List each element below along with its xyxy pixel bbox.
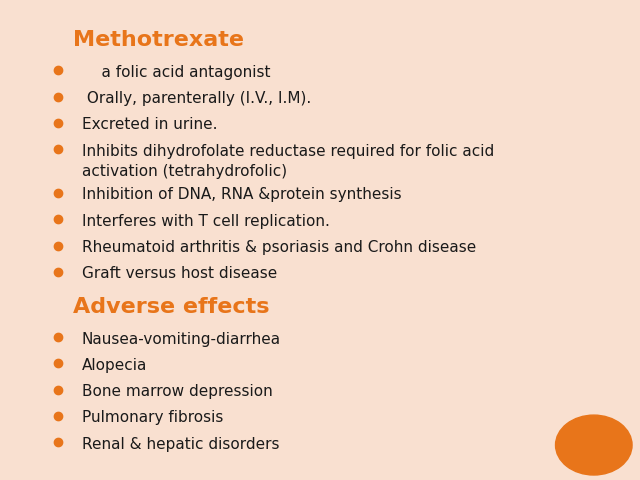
- Text: Graft versus host disease: Graft versus host disease: [81, 266, 276, 281]
- Text: Pulmonary fibrosis: Pulmonary fibrosis: [81, 410, 223, 425]
- Text: Bone marrow depression: Bone marrow depression: [81, 384, 272, 399]
- Text: Nausea-vomiting-diarrhea: Nausea-vomiting-diarrhea: [81, 332, 281, 347]
- Text: Adverse effects: Adverse effects: [73, 297, 269, 317]
- Text: Inhibits dihydrofolate reductase required for folic acid: Inhibits dihydrofolate reductase require…: [81, 144, 494, 159]
- Text: Orally, parenterally (I.V., I.M).: Orally, parenterally (I.V., I.M).: [81, 91, 311, 106]
- Text: Excreted in urine.: Excreted in urine.: [81, 118, 217, 132]
- Text: Rheumatoid arthritis & psoriasis and Crohn disease: Rheumatoid arthritis & psoriasis and Cro…: [81, 240, 476, 255]
- Text: Methotrexate: Methotrexate: [73, 30, 244, 50]
- Text: Interferes with T cell replication.: Interferes with T cell replication.: [81, 214, 330, 229]
- Text: Renal & hepatic disorders: Renal & hepatic disorders: [81, 437, 279, 452]
- Text: a folic acid antagonist: a folic acid antagonist: [81, 65, 270, 80]
- Text: Inhibition of DNA, RNA &protein synthesis: Inhibition of DNA, RNA &protein synthesi…: [81, 188, 401, 203]
- Text: activation (tetrahydrofolic): activation (tetrahydrofolic): [81, 165, 287, 180]
- Text: Alopecia: Alopecia: [81, 358, 147, 373]
- Circle shape: [556, 415, 632, 475]
